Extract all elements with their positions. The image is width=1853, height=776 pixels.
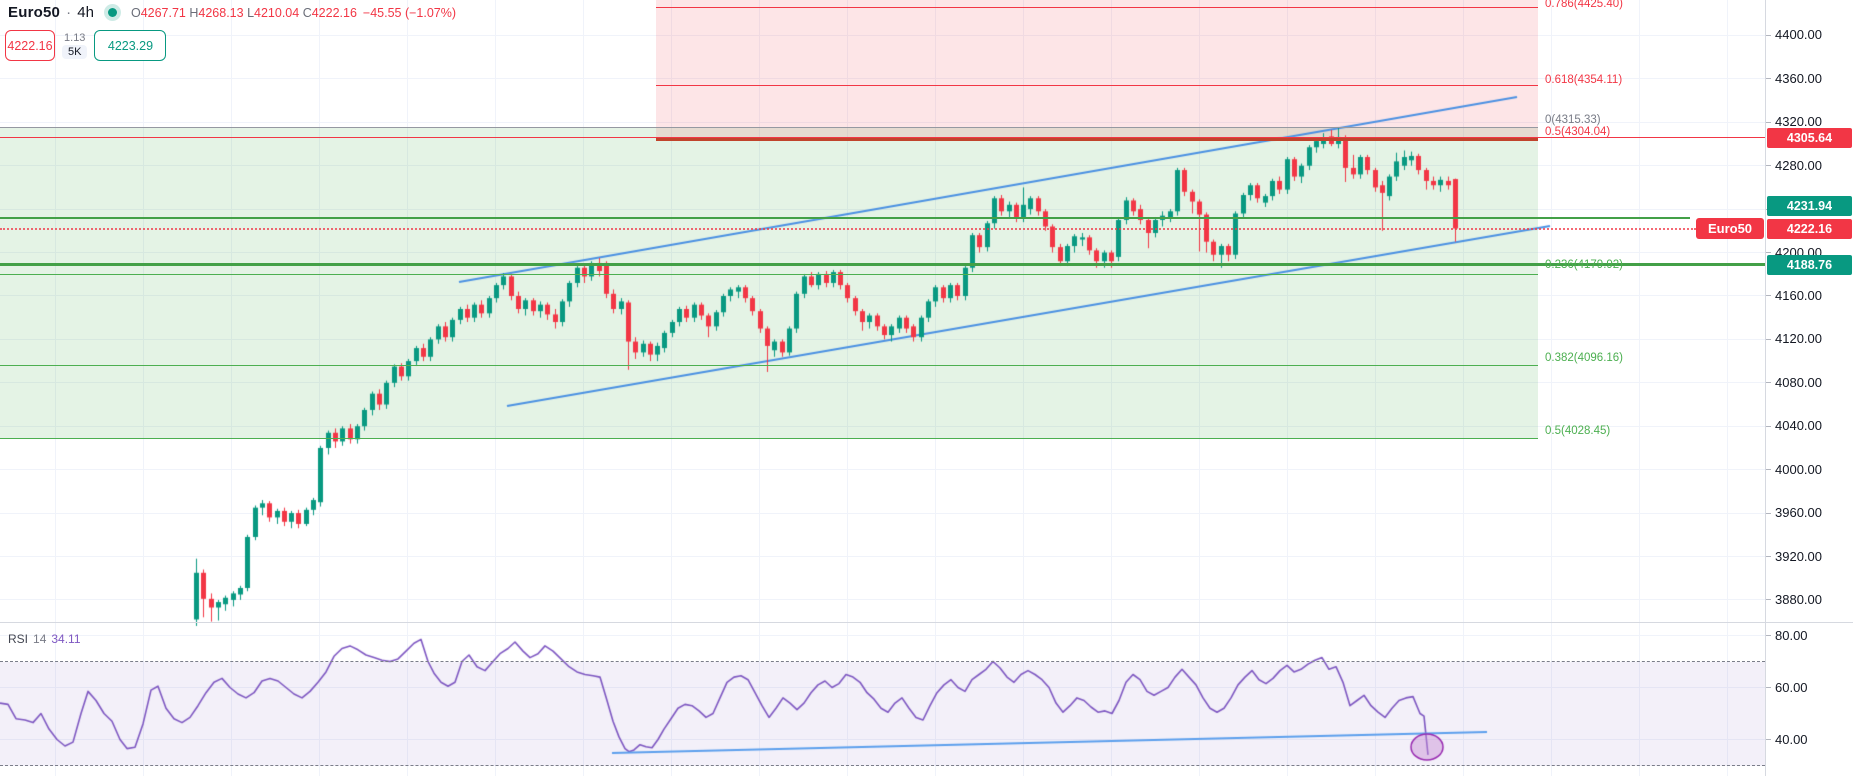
axis-tick-mark (1766, 512, 1771, 514)
ohlc-key: O (130, 5, 141, 20)
horizontal-line[interactable] (0, 364, 1538, 366)
rsi-band-fill (0, 661, 1765, 766)
symbol-legend[interactable]: Euro50 · 4h O4267.71 H4268.13 L4210.04 C… (8, 4, 456, 21)
ohlc-key: C (302, 5, 312, 20)
fib-level-label: 0.5(4304.04) (1545, 126, 1611, 138)
fib-level-label: 0.786(4425.40) (1545, 0, 1624, 10)
rsi-axis-label: 80.00 (1775, 627, 1808, 643)
ohlc-value: 4210.04 (254, 5, 303, 20)
axis-tick-mark (1766, 469, 1771, 471)
price-axis-label: 4400.00 (1775, 27, 1822, 43)
price-axis-label: 3920.00 (1775, 548, 1822, 564)
rsi-axis-label: 60.00 (1775, 679, 1808, 695)
symbol-name[interactable]: Euro50 (8, 4, 61, 21)
spread-block: 1.13 5K (62, 32, 88, 59)
price-axis-label: 4320.00 (1775, 114, 1822, 130)
market-status-icon[interactable] (107, 8, 117, 17)
pane-separator[interactable] (0, 622, 1853, 623)
price-tag[interactable]: 4222.16 (1767, 218, 1852, 239)
ohlc-values: O4267.71 H4268.13 L4210.04 C4222.16 (131, 6, 357, 20)
axis-tick-mark (1766, 739, 1771, 740)
price-axis-label: 4080.00 (1775, 374, 1822, 390)
axis-tick-mark (1766, 121, 1771, 123)
axis-tick-mark (1766, 382, 1771, 384)
fib-level-label: 0.236(4179.92) (1545, 259, 1624, 271)
rsi-legend[interactable]: RSI 14 34.11 (8, 632, 81, 646)
ohlc-value: 4268.13 (198, 5, 248, 20)
price-axis-label: 3960.00 (1775, 505, 1822, 521)
rsi-length: 14 (33, 632, 47, 646)
fib-level-label: 0.5(4028.45) (1545, 425, 1611, 437)
horizontal-line[interactable] (0, 137, 1765, 139)
axis-tick-mark (1766, 687, 1771, 688)
price-axis-label: 4280.00 (1775, 157, 1822, 173)
legend-separator: · (66, 4, 72, 21)
axis-tick-mark (1766, 425, 1771, 427)
spread-value: 1.13 (64, 32, 86, 44)
rsi-band-line (0, 660, 1765, 662)
sell-button[interactable]: 4222.16 (5, 30, 55, 61)
price-axis-label: 3880.00 (1775, 591, 1822, 607)
axis-tick-mark (1766, 635, 1771, 636)
axis-tick-mark (1766, 599, 1771, 601)
price-tag[interactable]: 4305.64 (1767, 127, 1852, 148)
axis-tick-mark (1766, 165, 1771, 167)
price-axis-label: 4040.00 (1775, 418, 1822, 434)
ohlc-value: 4222.16 (311, 5, 357, 20)
price-axis-label: 4120.00 (1775, 331, 1822, 347)
axis-tick-mark (1766, 338, 1771, 340)
ohlc-value: 4267.71 (140, 5, 190, 20)
horizontal-line[interactable] (656, 138, 1538, 142)
axis-tick-mark (1766, 34, 1771, 36)
fib-level-label: 0.382(4096.16) (1545, 352, 1624, 364)
ohlc-key: L (247, 5, 255, 20)
horizontal-line[interactable] (0, 216, 1690, 219)
horizontal-line[interactable] (0, 126, 1538, 128)
price-scale[interactable]: 4400.004360.004320.004280.004240.004200.… (1765, 0, 1853, 776)
buy-button[interactable]: 4223.29 (94, 30, 167, 61)
horizontal-line[interactable] (0, 273, 1538, 275)
trade-buttons-row: 4222.16 1.13 5K 4223.29 (5, 30, 167, 61)
axis-tick-mark (1766, 556, 1771, 557)
rsi-name: RSI (8, 632, 29, 646)
price-axis-label: 4360.00 (1775, 70, 1822, 86)
price-tag[interactable]: 4188.76 (1767, 254, 1852, 275)
rsi-band-line (0, 764, 1765, 766)
axis-tick-mark (1766, 252, 1771, 254)
quantity-field[interactable]: 5K (62, 45, 88, 59)
axis-tick-mark (1766, 295, 1771, 297)
axis-tick-mark (1766, 78, 1771, 80)
horizontal-line[interactable] (656, 7, 1538, 9)
price-axis-label: 4160.00 (1775, 287, 1822, 303)
current-price-dotted-line (0, 227, 1696, 230)
price-axis-label: 4000.00 (1775, 461, 1822, 477)
horizontal-line[interactable] (656, 84, 1538, 86)
price-tag[interactable]: 4231.94 (1767, 196, 1852, 216)
fib-level-label: 0(4315.33) (1545, 114, 1601, 126)
horizontal-line[interactable] (0, 263, 1765, 267)
fib-level-label: 0.618(4354.11) (1545, 74, 1623, 86)
horizontal-line[interactable] (0, 438, 1538, 440)
rsi-axis-label: 40.00 (1775, 731, 1808, 747)
interval-label[interactable]: 4h (77, 4, 94, 21)
change-value: −45.55 (−1.07%) (362, 5, 457, 20)
symbol-price-tag[interactable]: Euro50 (1696, 218, 1764, 239)
ohlc-key: H (189, 5, 199, 20)
rsi-value: 34.11 (51, 632, 81, 646)
